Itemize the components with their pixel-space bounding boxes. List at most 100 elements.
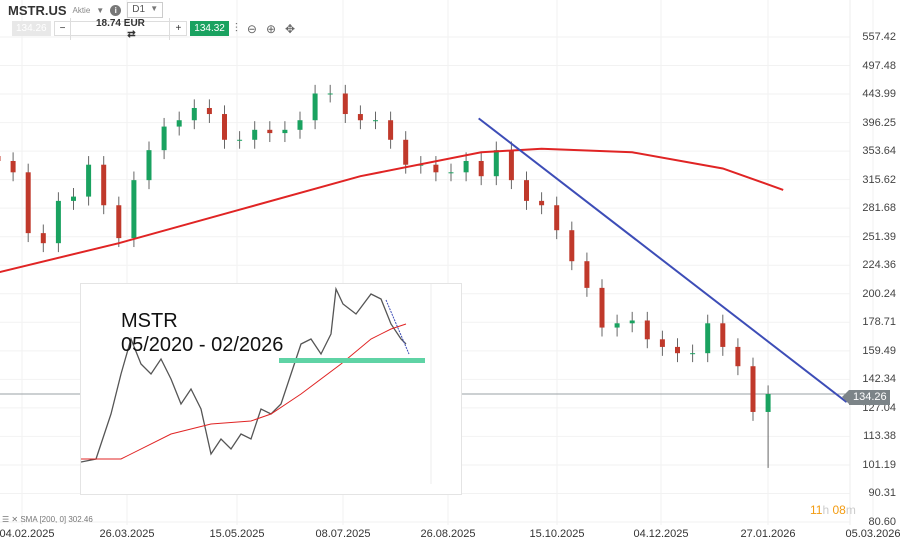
increase-button[interactable]: + (175, 23, 182, 34)
candle (720, 323, 726, 347)
candle (297, 120, 303, 130)
x-tick-label: 15.10.2025 (529, 528, 585, 540)
y-tick-label: 281.68 (862, 202, 896, 215)
sma-200-line (0, 147, 784, 274)
candlestick-icon[interactable]: ⫶ (234, 21, 238, 35)
instrument-type: Aktie (72, 5, 91, 15)
candle (10, 160, 16, 173)
candle (101, 164, 107, 206)
candle (508, 150, 514, 181)
candle (705, 323, 711, 354)
candle (750, 366, 756, 412)
y-tick-label: 159.49 (862, 344, 896, 357)
y-tick-label: 200.24 (862, 287, 896, 300)
inset-title: MSTR (121, 310, 178, 332)
candle (675, 346, 680, 354)
candle (614, 323, 620, 328)
inset-chart-graphic (80, 284, 432, 484)
candle (191, 107, 197, 121)
candle (448, 172, 454, 174)
candle (373, 120, 378, 122)
candle (463, 160, 469, 173)
y-tick-label: 142.34 (862, 373, 896, 386)
quantity-value: 18.74 EUR (95, 17, 145, 29)
y-tick-label: 90.31 (868, 487, 896, 500)
y-tick-label: 353.64 (862, 145, 896, 158)
candle (161, 126, 167, 151)
y-tick-label: 178.71 (862, 316, 896, 329)
quantity-input[interactable]: 18.74 EUR ⇄ (70, 17, 171, 40)
candle (176, 120, 182, 127)
candle (659, 339, 665, 347)
candle-countdown: 11h 08m (810, 503, 856, 517)
candle (524, 180, 529, 201)
candle (237, 139, 243, 141)
candle (433, 164, 439, 173)
candle (206, 107, 212, 115)
candle (644, 320, 650, 340)
inset-long-term-chart: MSTR 05/2020 - 02/2026 (80, 283, 462, 495)
candle (327, 93, 333, 95)
buy-price-button[interactable]: 134.32 (190, 21, 229, 36)
candle (71, 196, 76, 201)
y-tick-label: 113.38 (863, 430, 896, 443)
candle (146, 150, 152, 181)
candle (690, 353, 696, 355)
timer-hours: 11 (810, 503, 823, 517)
inset-sma-line (81, 323, 407, 460)
trend-line (478, 117, 848, 403)
zoom-in-icon[interactable]: ⊕ (265, 21, 277, 36)
x-tick-label: 04.02.2025 (0, 528, 55, 540)
x-tick-label: 04.12.2025 (633, 528, 689, 540)
timeframe-select[interactable]: D1 ▼ (127, 2, 164, 18)
candle (55, 200, 61, 244)
x-tick-label: 15.05.2025 (209, 528, 265, 540)
candle (282, 129, 288, 134)
caret-down-icon[interactable]: ▼ (96, 5, 105, 15)
sma-label: SMA [200, 0] 302.46 (20, 515, 93, 524)
candle (403, 139, 409, 165)
y-tick-label: 497.48 (862, 59, 896, 72)
x-tick-label: 08.07.2025 (315, 528, 371, 540)
candle (493, 150, 499, 177)
inset-price-line (80, 286, 407, 463)
candle (0, 156, 1, 161)
y-tick-label: 251.39 (862, 230, 896, 243)
candle (599, 287, 605, 328)
y-tick-label: 396.25 (862, 116, 896, 129)
candle (478, 160, 484, 177)
quantity-stepper[interactable]: − 18.74 EUR ⇄ + (53, 17, 188, 40)
swap-icon[interactable]: ⇄ (127, 28, 136, 40)
sell-price-button[interactable]: 134.26 (12, 21, 51, 36)
inset-period: 05/2020 - 02/2026 (121, 334, 284, 356)
sma-indicator-legend[interactable]: ☰ ✕ SMA [200, 0] 302.46 (2, 515, 93, 524)
symbol-name: MSTR.US (8, 2, 67, 18)
symbol-toolbar: MSTR.US Aktie ▼ i D1 ▼ (8, 2, 164, 18)
candle (222, 114, 227, 140)
candle (342, 93, 348, 115)
y-tick-label: 224.36 (862, 259, 896, 272)
info-icon[interactable]: i (110, 4, 122, 16)
y-tick-label: 443.99 (862, 88, 896, 101)
zoom-out-icon[interactable]: ⊖ (246, 21, 257, 36)
candle (312, 93, 318, 121)
candle (116, 205, 122, 239)
y-tick-label: 557.42 (862, 31, 896, 43)
candle (25, 172, 31, 234)
trade-bar: 134.26 − 18.74 EUR ⇄ + 134.32 ⫶ ⊖ ⊕ ✥ (12, 17, 298, 40)
candle (131, 180, 137, 239)
x-tick-label: 27.01.2026 (740, 528, 796, 540)
decrease-button[interactable]: − (59, 23, 66, 34)
y-tick-label: 101.19 (862, 458, 896, 471)
timeframe-value: D1 (132, 4, 146, 15)
candle (40, 233, 46, 244)
x-tick-label: 05.03.2026 (845, 528, 901, 540)
candle (765, 394, 771, 412)
candle (629, 320, 635, 324)
candle (252, 129, 258, 140)
move-icon[interactable]: ✥ (285, 21, 296, 36)
inset-trend-line (385, 299, 410, 355)
y-tick-label: 80.60 (868, 516, 896, 528)
x-tick-label: 26.08.2025 (420, 528, 476, 540)
x-tick-label: 26.03.2025 (99, 528, 155, 540)
